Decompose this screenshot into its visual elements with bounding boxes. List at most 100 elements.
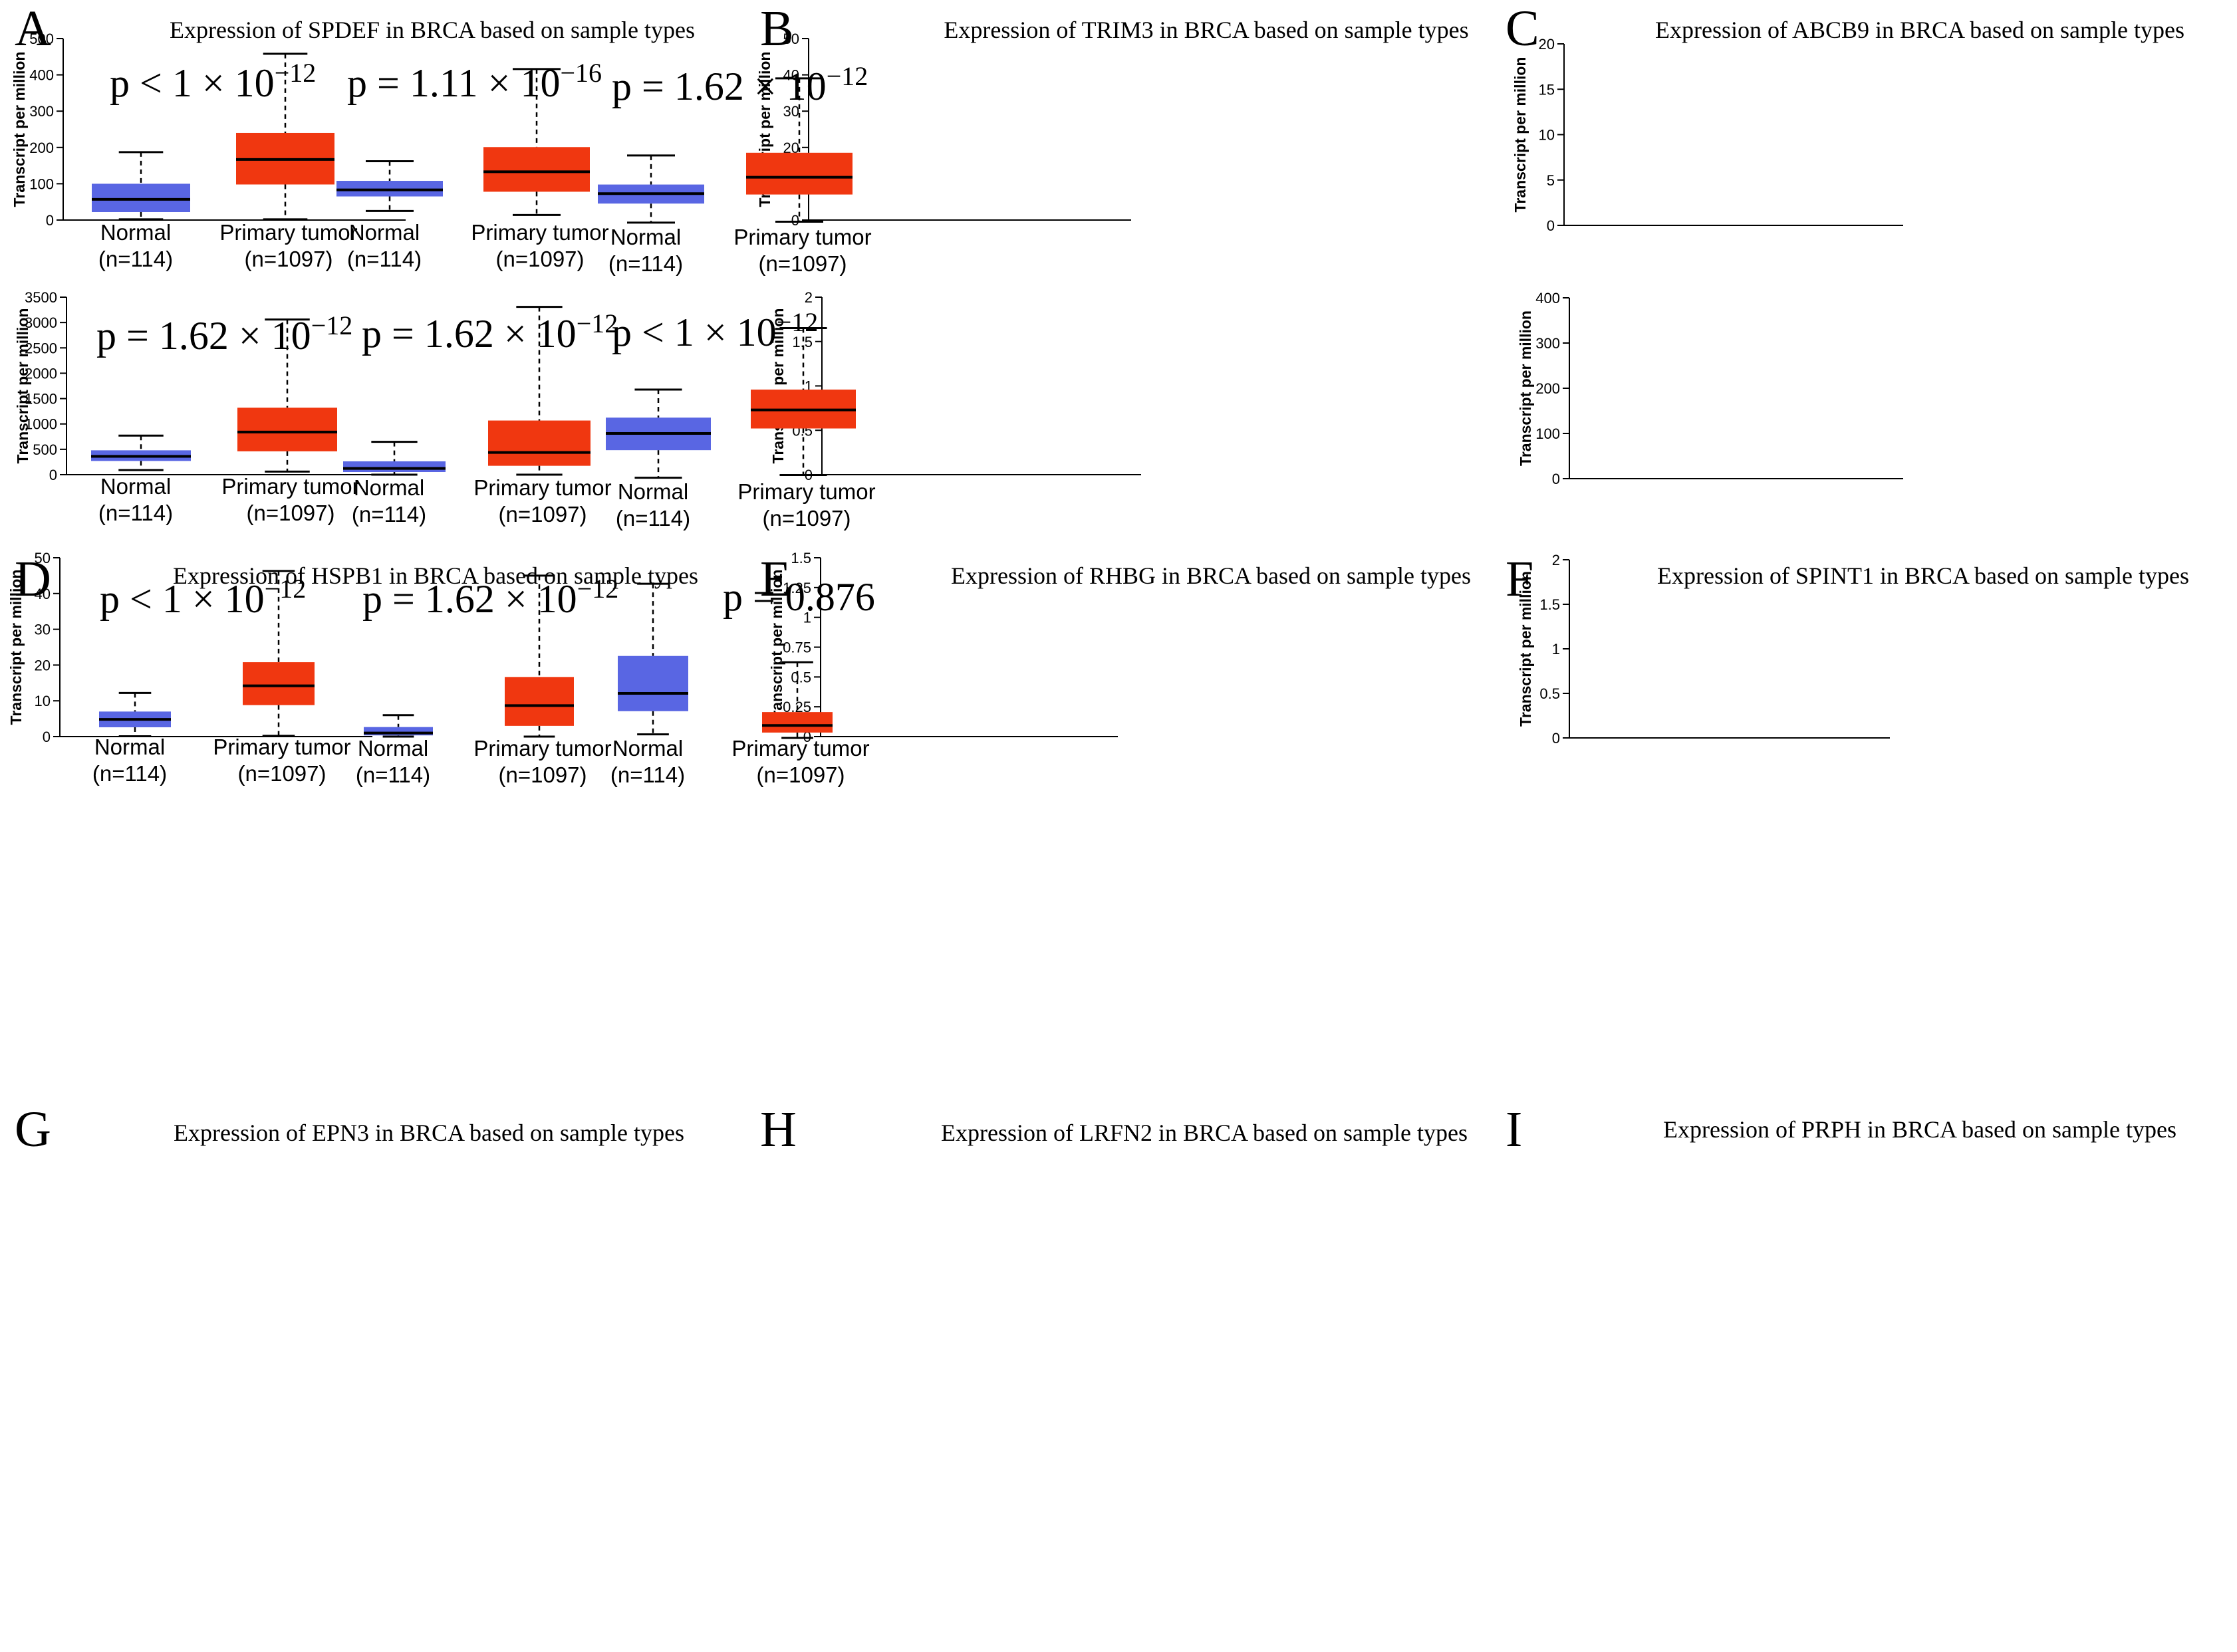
panel-e: E Expression of RHBG in BRCA based on sam… — [343, 289, 1491, 1101]
panel-a-tumor-label: Primary tumor — [219, 220, 357, 245]
panel-i-normal-n-label: (n=114) — [610, 763, 685, 787]
panel-f: F Expression of SPINT1 in BRCA based on s… — [606, 290, 2236, 1101]
panel-c-letter: C — [1506, 1, 1539, 57]
panel-a-y-tick-label: 200 — [29, 140, 54, 156]
chart-svg-b: B Expression of TRIM3 in BRCA based on sa… — [336, 1, 1469, 271]
panel-b-tumor-box — [483, 147, 590, 192]
panel-c-normal-label: Normal — [610, 225, 681, 249]
panel-f-y-tick-label: 100 — [1535, 425, 1560, 442]
panel-h-p-value: p = 1.62 × 10−12 — [362, 574, 618, 621]
panel-e-tumor-n-label: (n=1097) — [498, 502, 587, 527]
chart-svg-a: A Expression of SPDEF in BRCA based on sa… — [11, 1, 695, 271]
panel-a-normal-label: Normal — [100, 220, 171, 245]
panel-f-tumor-label: Primary tumor — [737, 479, 875, 504]
panel-f-y-tick-label: 400 — [1535, 290, 1560, 306]
chart-svg-d: D Expression of HSPB1 in BRCA based on sa… — [14, 289, 698, 607]
panel-b-tumor-n-label: (n=1097) — [495, 247, 584, 271]
panel-d-y-tick-label: 1500 — [25, 391, 57, 408]
panel-c-normal-n-label: (n=114) — [608, 251, 683, 276]
panel-c-y-tick-label: 10 — [1539, 127, 1555, 144]
panel-d-y-tick-label: 2500 — [25, 340, 57, 356]
panel-c: C Expression of ABCB9 in BRCA based on sa… — [598, 0, 2236, 550]
panel-i-y-axis-label: Transcript per million — [1517, 571, 1534, 727]
panel-f-normal-label: Normal — [618, 479, 688, 504]
panel-f-y-tick-label: 200 — [1535, 380, 1560, 397]
panel-e-p-value: p = 1.62 × 10−12 — [362, 308, 618, 356]
panel-c-y-tick-label: 15 — [1539, 81, 1555, 98]
panel-a-normal-n-label: (n=114) — [98, 247, 173, 271]
panel-h-tumor-box — [505, 677, 574, 726]
chart-svg-e: E Expression of RHBG in BRCA based on sam… — [343, 289, 1471, 607]
panel-a-title: Expression of SPDEF in BRCA based on sam… — [170, 17, 695, 43]
panel-c-y-tick-label: 5 — [1547, 172, 1555, 189]
panel-f-title: Expression of SPINT1 in BRCA based on sa… — [1657, 562, 2189, 589]
panel-e-p-value-exponent: −12 — [577, 308, 618, 338]
panel-d-y-tick-label: 1000 — [25, 416, 57, 433]
panel-d: D Expression of HSPB1 in BRCA based on sa… — [0, 289, 745, 1101]
panel-f-p-value-exponent: −12 — [777, 307, 819, 337]
panel-g-y-tick-label: 20 — [35, 657, 51, 673]
panel-c-p-value: p = 1.62 × 10−12 — [612, 61, 868, 108]
chart-svg-i: I Expression of PRPH in BRCA based on sam… — [610, 552, 2176, 1157]
panel-d-tumor-n-label: (n=1097) — [246, 501, 334, 525]
panel-h-p-value-exponent: −12 — [577, 574, 619, 604]
panel-h-y-tick-label: 0.75 — [783, 640, 811, 656]
panel-i-letter: I — [1506, 1102, 1522, 1157]
panel-d-y-tick-label: 2000 — [25, 365, 57, 382]
panel-c-y-tick-label: 20 — [1539, 36, 1555, 53]
panel-e-y-tick-label: 1.5 — [792, 334, 813, 350]
panel-d-p-value-exponent: −12 — [311, 310, 353, 340]
panel-h-y-tick-label: 1 — [803, 610, 811, 626]
panel-g-y-tick-label: 10 — [35, 693, 51, 709]
panel-e-title: Expression of RHBG in BRCA based on samp… — [951, 562, 1471, 589]
panel-e-tumor-box — [488, 420, 591, 466]
panel-h-y-axis-label: Transcript per million — [768, 570, 785, 725]
panel-g: G Expression of EPN3 in BRCA based on sam… — [0, 550, 745, 1651]
panel-f-y-axis-label: Transcript per million — [1517, 310, 1534, 466]
panel-d-normal-label: Normal — [100, 474, 171, 499]
chart-svg-h: H Expression of LRFN2 in BRCA based on sa… — [356, 550, 1468, 1157]
panel-i-y-tick-label: 2 — [1552, 552, 1560, 568]
panel-b-y-tick-label: 50 — [783, 31, 799, 47]
panel-h-y-tick-label: 1.25 — [783, 580, 811, 596]
panel-f-normal-n-label: (n=114) — [616, 506, 690, 531]
panel-b-p-value: p = 1.11 × 10−16 — [347, 58, 602, 105]
panel-i-y-tick-label: 1 — [1552, 641, 1560, 657]
panel-a-y-tick-label: 500 — [29, 31, 54, 47]
panel-c-y-axis-label: Transcript per million — [1512, 57, 1529, 213]
panel-g-normal-n-label: (n=114) — [92, 761, 167, 786]
panel-i-normal-label: Normal — [612, 736, 683, 761]
panel-e-y-tick-label: 2 — [805, 289, 813, 306]
panel-c-y-tick-label: 0 — [1547, 217, 1555, 234]
panel-f-y-tick-label: 300 — [1535, 335, 1560, 352]
panel-b-letter: B — [760, 1, 794, 57]
panel-h-normal-label: Normal — [358, 736, 428, 761]
panel-a-letter: A — [15, 1, 51, 57]
panel-a-y-tick-label: 100 — [29, 176, 54, 192]
panel-g-y-tick-label: 0 — [43, 729, 51, 745]
panel-e-normal-label: Normal — [354, 475, 424, 500]
panel-b-y-tick-label: 30 — [783, 103, 799, 120]
panel-i-tumor-box — [762, 712, 833, 733]
panel-a-y-tick-label: 300 — [29, 103, 54, 120]
panel-c-p-value-exponent: −12 — [827, 61, 868, 91]
panel-b: B Expression of TRIM3 in BRCA based on sa… — [336, 0, 1491, 550]
panel-e-normal-n-label: (n=114) — [352, 502, 426, 527]
panel-h-normal-n-label: (n=114) — [356, 763, 430, 787]
panel-e-tumor-label: Primary tumor — [473, 475, 611, 500]
panel-g-tumor-box — [243, 662, 315, 705]
panel-b-p-value-exponent: −16 — [560, 58, 602, 88]
panel-d-letter: D — [15, 551, 51, 607]
panel-i-normal-box — [618, 655, 688, 711]
panel-i-y-tick-label: 0.5 — [1539, 685, 1560, 702]
panel-h-letter: H — [760, 1102, 797, 1157]
panel-i-title: Expression of PRPH in BRCA based on samp… — [1663, 1116, 2176, 1143]
panel-c-tumor-n-label: (n=1097) — [758, 251, 847, 276]
panel-g-y-tick-label: 30 — [35, 622, 51, 638]
panel-f-tumor-n-label: (n=1097) — [762, 506, 851, 531]
panel-c-tumor-box — [746, 152, 853, 195]
panel-d-tumor-box — [237, 408, 337, 451]
panel-i-tumor-label: Primary tumor — [731, 736, 869, 761]
panel-d-y-axis-label: Transcript per million — [14, 308, 31, 464]
